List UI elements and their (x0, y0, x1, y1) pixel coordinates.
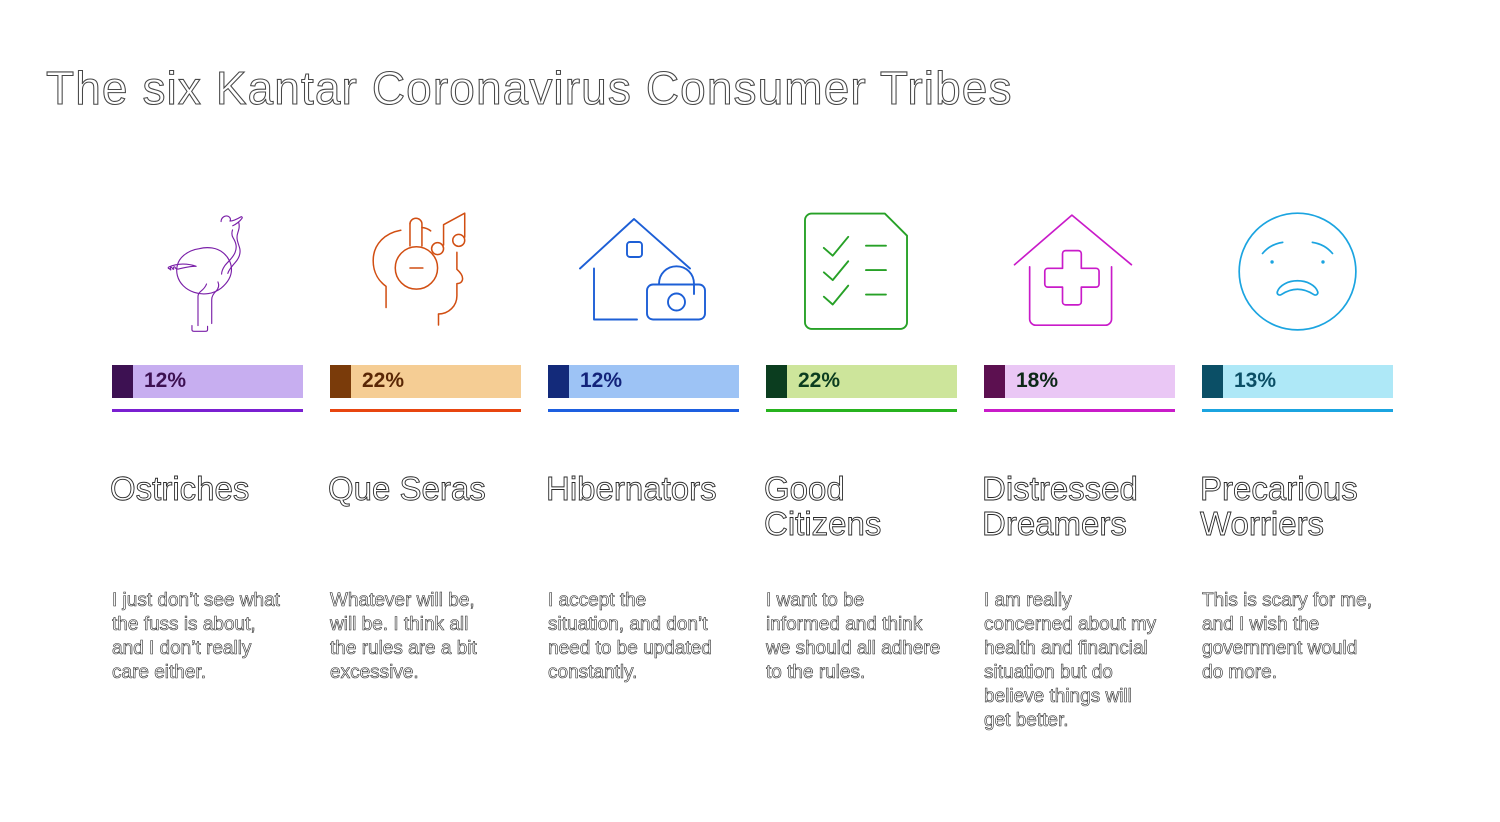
svg-text:and I wish the: and I wish the (1202, 614, 1319, 635)
svg-text:we should all adhere: we should all adhere (765, 638, 940, 659)
svg-text:This is scary for me,: This is scary for me, (1202, 590, 1372, 611)
svg-text:the fuss is about,: the fuss is about, (112, 614, 256, 635)
svg-text:the rules are a bit: the rules are a bit (330, 638, 478, 659)
svg-text:concerned about my: concerned about my (984, 614, 1157, 635)
svg-text:I accept the: I accept the (548, 590, 646, 611)
svg-text:to the rules.: to the rules. (766, 662, 865, 683)
svg-text:need to be updated: need to be updated (548, 638, 712, 659)
svg-text:and I don’t really: and I don’t really (112, 638, 252, 659)
svg-text:excessive.: excessive. (330, 662, 419, 683)
svg-text:Whatever will be,: Whatever will be, (330, 590, 475, 611)
svg-text:situation but do: situation but do (984, 662, 1113, 683)
svg-text:will be. I think all: will be. I think all (329, 614, 468, 635)
svg-text:Precarious: Precarious (1200, 470, 1358, 507)
svg-text:care either.: care either. (112, 662, 206, 683)
svg-text:believe things will: believe things will (984, 686, 1132, 707)
svg-text:Citizens: Citizens (764, 505, 881, 542)
svg-text:Ostriches: Ostriches (110, 470, 249, 507)
svg-text:informed and think: informed and think (766, 614, 923, 635)
svg-text:Que Seras: Que Seras (328, 470, 486, 507)
svg-text:I am really: I am really (984, 590, 1072, 611)
svg-text:government would: government would (1202, 638, 1357, 659)
svg-text:situation, and don’t: situation, and don’t (548, 614, 708, 635)
svg-text:I want to be: I want to be (766, 590, 864, 611)
svg-text:Good: Good (764, 470, 845, 507)
svg-text:The six Kantar Coronavirus Con: The six Kantar Coronavirus Consumer Trib… (46, 62, 1013, 114)
svg-text:I just don’t see what: I just don’t see what (112, 590, 281, 611)
svg-text:Hibernators: Hibernators (546, 470, 717, 507)
svg-text:health and financial: health and financial (984, 638, 1148, 659)
svg-text:Worriers: Worriers (1200, 505, 1324, 542)
svg-text:constantly.: constantly. (548, 662, 637, 683)
svg-text:Distressed: Distressed (982, 470, 1138, 507)
svg-text:do more.: do more. (1202, 662, 1277, 683)
svg-text:get better.: get better. (984, 710, 1069, 731)
svg-text:Dreamers: Dreamers (982, 505, 1127, 542)
